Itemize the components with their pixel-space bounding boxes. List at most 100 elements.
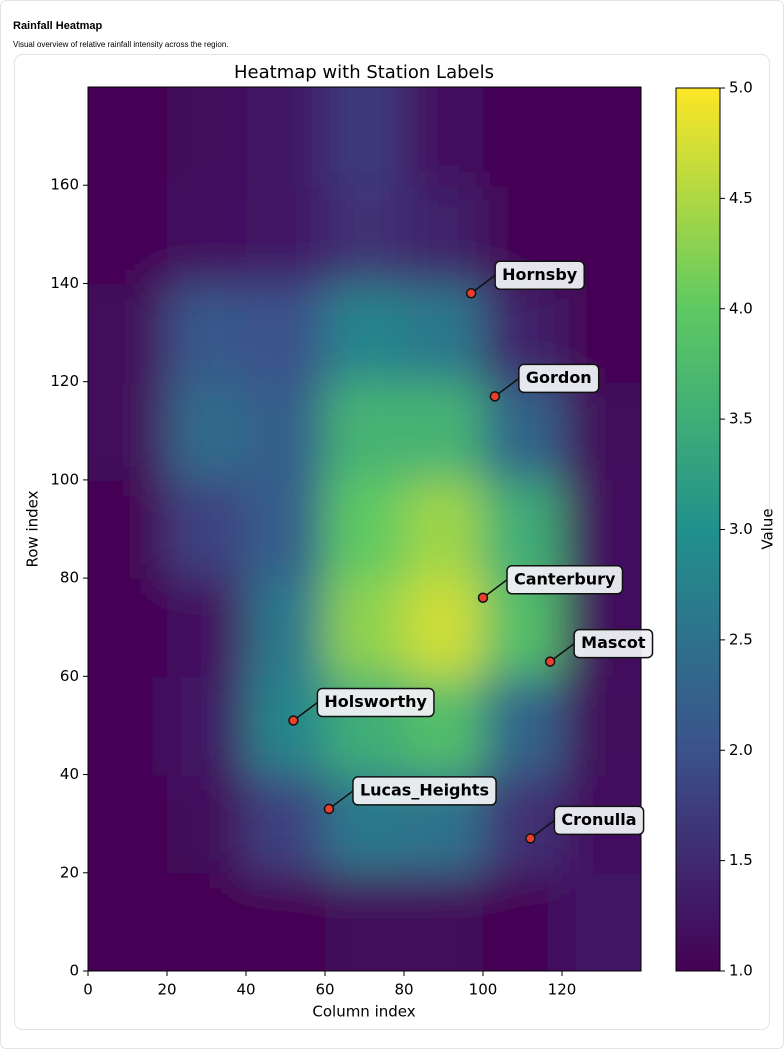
station-label-box [494, 260, 585, 291]
heat-cell [88, 676, 168, 776]
heat-cell [167, 872, 247, 971]
station-point [544, 656, 556, 667]
heat-cell [246, 185, 326, 285]
heat-cell [88, 872, 168, 971]
heat-cell [88, 185, 168, 285]
station-label: Gordon [526, 368, 592, 387]
station-point [465, 288, 477, 299]
station-label: Cronulla [561, 810, 636, 829]
heat-cell [562, 676, 641, 776]
station-label-box [316, 687, 435, 718]
heat-cell [246, 872, 326, 971]
chart-title: Heatmap with Station Labels [234, 62, 494, 83]
heat-cell [167, 381, 247, 481]
station-label-box [573, 628, 654, 659]
heat-cell [88, 87, 168, 187]
colorbar-tick-label: 5.0 [729, 79, 753, 97]
heat-cell [167, 479, 247, 580]
station-label: Canterbury [514, 569, 616, 588]
heat-cell [88, 774, 168, 874]
overlay: 0 20 40 60 80 100 120 0 20 40 60 80 100 120 140 160 1.0 1… [50, 79, 753, 999]
colorbar-tick-label: 3.0 [729, 520, 753, 538]
page-subtitle: Visual overview of relative rainfall int… [13, 40, 229, 49]
heat-cell [404, 479, 484, 580]
colorbar-tick-label: 1.5 [729, 851, 753, 869]
heat-cell [246, 774, 326, 874]
heat-cell [246, 283, 326, 383]
y-tick-label: 0 [69, 962, 79, 980]
y-tick-label: 60 [60, 667, 79, 685]
y-tick-label: 120 [50, 372, 79, 390]
x-tick-label: 60 [315, 981, 334, 999]
station-point [288, 715, 299, 726]
plot-frame [87, 86, 642, 972]
colorbar-tick-label: 3.5 [729, 410, 753, 428]
heat-cell [562, 872, 641, 971]
y-tick-label: 20 [60, 863, 79, 881]
heat-cell [562, 578, 641, 678]
colorbar-tick-label: 2.5 [729, 630, 753, 648]
colorbar-tick-label: 4.5 [729, 189, 753, 207]
x-tick-label: 0 [83, 981, 93, 999]
x-tick-label: 40 [236, 981, 255, 999]
station-point [477, 592, 489, 604]
station-label: Mascot [581, 633, 646, 652]
y-axis-label: Row index [24, 490, 42, 567]
heat-cell [404, 872, 484, 971]
x-tick-label: 100 [469, 981, 498, 999]
heat-cell [404, 87, 484, 187]
heat-cell [404, 283, 484, 383]
heat-cell [88, 381, 168, 481]
heat-cell [325, 479, 405, 580]
heat-cell [325, 578, 405, 678]
station-label-box [352, 776, 497, 806]
y-tick-label: 80 [60, 569, 79, 587]
heat-cell [483, 676, 563, 776]
heat-cell [483, 479, 563, 580]
y-tick-label: 100 [50, 470, 79, 488]
colorbar-label: Value [759, 508, 777, 549]
heat-cell [167, 676, 247, 776]
heat-cell [167, 578, 247, 678]
heat-cell [562, 381, 641, 481]
heat-cell [167, 87, 247, 187]
colorbar [675, 87, 721, 972]
heat-cell [404, 578, 484, 678]
y-tick-label: 160 [50, 176, 79, 194]
heat-cell [404, 381, 484, 481]
heat-cell [88, 578, 168, 678]
station-point [323, 803, 335, 815]
station-point [489, 391, 501, 402]
heat-cell [167, 774, 247, 874]
heat-cell [246, 479, 326, 580]
colorbar-tick-label: 1.0 [729, 962, 753, 980]
station-label-box [518, 363, 600, 394]
x-tick-label: 20 [157, 981, 176, 999]
heat-cell [404, 185, 484, 285]
station-label-box [506, 565, 624, 595]
station-label: Holsworthy [324, 692, 427, 711]
heat-cell [246, 578, 326, 678]
colorbar-tick-label: 4.0 [729, 299, 753, 317]
y-tick-label: 40 [60, 765, 79, 783]
heatmap [88, 87, 641, 971]
heat-cell [88, 479, 168, 580]
heat-cell [562, 87, 641, 187]
x-tick-label: 120 [548, 981, 577, 999]
heat-cell [246, 87, 326, 187]
y-tick-label: 140 [50, 274, 79, 292]
heat-cell [246, 381, 326, 481]
heat-cell [325, 185, 405, 285]
heat-cell [167, 283, 247, 383]
heat-cell [325, 283, 405, 383]
heat-cell [325, 872, 405, 971]
x-tick-label: 80 [394, 981, 413, 999]
heat-cell [325, 381, 405, 481]
station-label: Lucas_Heights [360, 780, 489, 799]
station-label-box [553, 805, 645, 836]
colorbar-tick-label: 2.0 [729, 741, 753, 759]
station-point [525, 833, 536, 844]
heat-cell [167, 185, 247, 285]
x-axis-label: Column index [312, 1003, 415, 1021]
